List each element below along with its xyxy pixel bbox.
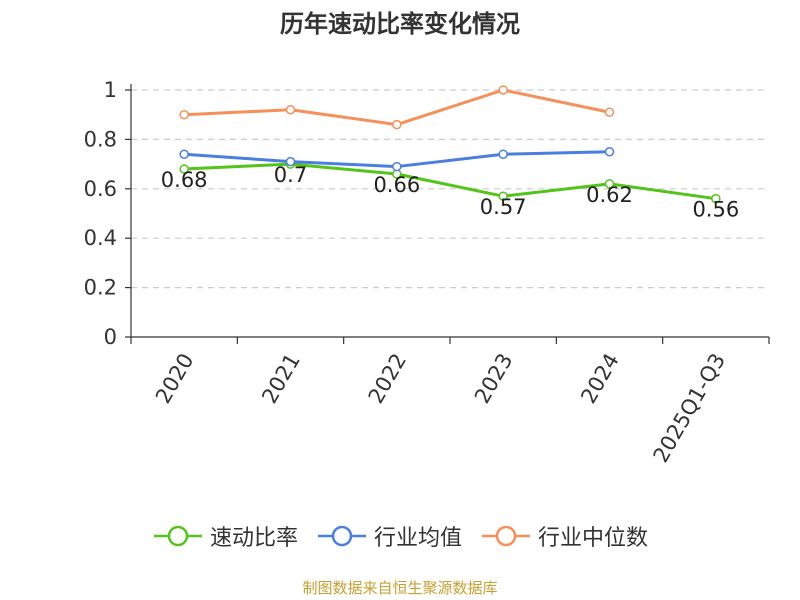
series-2-point	[604, 107, 615, 117]
y-tick-label: 0.2	[84, 276, 117, 300]
legend-label: 行业均值	[373, 526, 462, 551]
data-label: 0.7	[274, 163, 307, 187]
legend-line-marker-icon	[317, 525, 366, 547]
series-0-point	[179, 164, 189, 174]
series-0-point	[711, 193, 721, 204]
series-line-2	[184, 88, 610, 127]
x-tick-label: 2023	[470, 349, 518, 407]
legend-label: 速动比率	[209, 526, 298, 551]
series-1-point	[498, 149, 508, 159]
data-label: 0.57	[480, 195, 527, 219]
data-label: 0.66	[373, 173, 420, 197]
data-label: 0.68	[161, 168, 208, 192]
chart-title: 历年速动比率变化情况	[280, 10, 520, 38]
series-0-point	[604, 179, 615, 189]
series-0-point	[498, 191, 508, 201]
data-source-note: 制图数据来自恒生聚源数据库	[302, 579, 498, 597]
series-2-point	[285, 105, 296, 115]
x-tick-label: 2025Q1-Q3	[649, 349, 731, 466]
legend-item-1[interactable]: 行业均值	[316, 520, 462, 552]
series-1-point	[604, 147, 615, 157]
legend-label: 行业中位数	[538, 526, 649, 551]
y-tick-label: 1	[104, 78, 117, 102]
series-2-point	[392, 119, 402, 130]
data-label: 0.56	[692, 198, 739, 222]
legend-line-marker-icon	[482, 525, 530, 547]
series-1-point	[285, 156, 296, 167]
series-2-point	[498, 85, 508, 95]
y-tick-label: 0.8	[84, 127, 117, 151]
legend-line-marker-icon	[153, 525, 202, 547]
legend-item-0[interactable]: 速动比率	[152, 520, 298, 552]
y-tick-label: 0.4	[84, 226, 117, 250]
series-line-0	[184, 162, 717, 201]
y-tick-label: 0	[104, 325, 117, 349]
x-tick-label: 2021	[257, 349, 305, 407]
x-tick-label: 2024	[576, 349, 624, 407]
series-2-point	[179, 109, 189, 120]
series-1-point	[392, 161, 402, 172]
legend-item-2[interactable]: 行业中位数	[480, 520, 648, 552]
x-tick-label: 2022	[364, 349, 412, 407]
y-tick-label: 0.6	[84, 177, 117, 201]
series-1-point	[179, 149, 189, 159]
data-label: 0.62	[586, 183, 633, 207]
x-tick-label: 2020	[151, 349, 199, 407]
chart-legend: 速动比率 行业均值 行业中位数	[0, 518, 800, 554]
